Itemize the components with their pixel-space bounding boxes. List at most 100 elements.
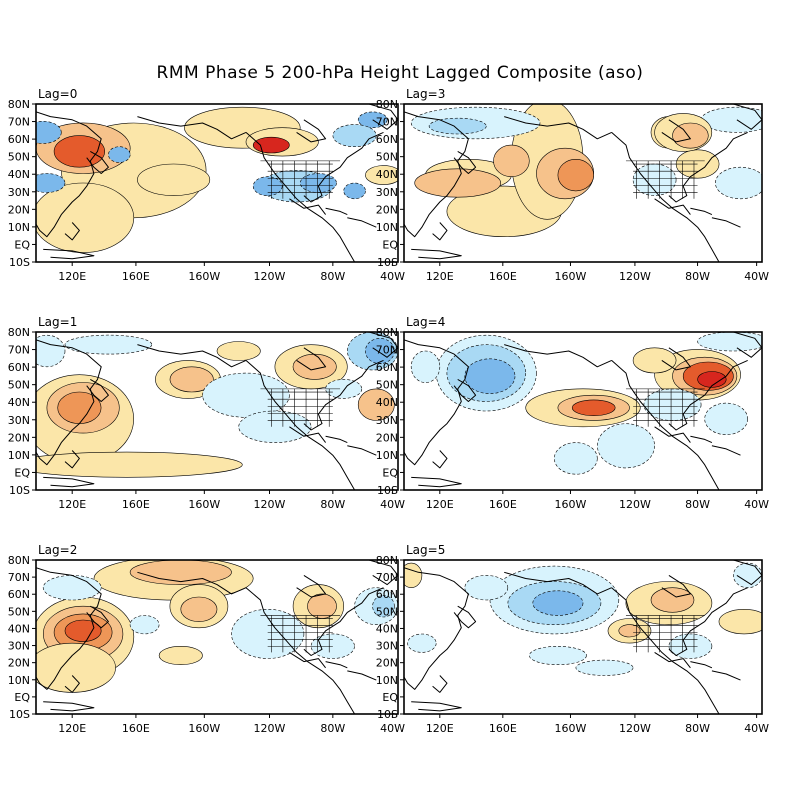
coastline: [245, 360, 356, 490]
lon-tick-label: 40W: [380, 722, 405, 735]
lat-tick-label: 10N: [376, 221, 398, 234]
lon-tick-label: 80W: [685, 270, 710, 283]
coastline: [245, 132, 356, 262]
positive-anomaly-contour: [365, 165, 398, 185]
lag-label: Lag=4: [406, 315, 445, 329]
coastline: [661, 119, 691, 143]
negative-anomaly-contour: [325, 379, 363, 399]
map-frame: [403, 103, 763, 263]
coastline: [404, 339, 469, 466]
map-panel: Lag=5 80N 70N 60N 50N 40N 30N 20N 10N EQ 10S 120E 16…: [376, 543, 769, 735]
negative-anomaly-contour: [575, 659, 634, 676]
lat-tick-label: EQ: [14, 691, 30, 704]
coastline: [504, 344, 612, 368]
lat-tick-label: 70N: [376, 116, 398, 129]
lon-tick-label: 120W: [619, 270, 651, 283]
negative-anomaly-contour: [532, 590, 584, 616]
lat-tick-label: 10N: [376, 449, 398, 462]
negative-anomaly-contour: [697, 332, 762, 352]
negative-anomaly-contour: [36, 173, 66, 193]
lat-tick-label: 80N: [376, 98, 398, 111]
coastline: [711, 670, 741, 681]
lon-tick-label: 80W: [320, 722, 345, 735]
lat-tick-label: 60N: [376, 361, 398, 374]
lat-tick-label: 40N: [376, 396, 398, 409]
lon-tick-label: 160E: [122, 270, 150, 283]
lat-tick-label: 10S: [377, 256, 398, 269]
positive-anomaly-contour: [292, 353, 337, 380]
negative-anomaly-contour: [36, 121, 62, 144]
lag-label: Lag=3: [406, 87, 445, 101]
lat-tick-label: EQ: [382, 691, 398, 704]
lat-tick-label: 60N: [376, 588, 398, 601]
coastline: [404, 567, 469, 690]
lon-tick-label: 160W: [188, 498, 220, 511]
positive-anomaly-contour: [180, 596, 218, 622]
lon-tick-label: 120W: [619, 722, 651, 735]
lat-tick-label: 40N: [8, 168, 30, 181]
lat-tick-label: 10S: [9, 484, 30, 497]
coastline: [36, 567, 102, 690]
positive-anomaly-contour: [632, 347, 677, 374]
coastline: [690, 661, 713, 669]
coastline: [137, 116, 247, 140]
coastline: [325, 207, 348, 216]
coastline: [453, 378, 477, 402]
coastline: [668, 131, 748, 203]
lat-tick-label: EQ: [14, 238, 30, 251]
positive-anomaly-contour: [252, 136, 290, 154]
positive-anomaly-contour: [307, 593, 337, 619]
coastline: [453, 150, 477, 174]
panels-container: Lag=0 80N 70N 60N 50N 40N 30N 20N 10N EQ 10S 120E 16…: [8, 87, 769, 735]
positive-anomaly-contour: [618, 624, 641, 638]
coastline: [690, 207, 713, 216]
lat-tick-label: 70N: [8, 116, 30, 129]
lat-tick-label: 70N: [8, 344, 30, 357]
lag-label: Lag=5: [406, 543, 445, 557]
lon-tick-label: 160E: [122, 498, 150, 511]
lat-tick-label: 40N: [376, 622, 398, 635]
positive-anomaly-contour: [36, 451, 243, 478]
lon-tick-label: 160W: [188, 722, 220, 735]
coastline: [668, 587, 748, 656]
lat-tick-label: 10N: [8, 221, 30, 234]
map-frame: [403, 331, 763, 491]
coastline: [325, 661, 348, 669]
lat-tick-label: 70N: [8, 571, 30, 584]
positive-anomaly-contour: [557, 159, 594, 192]
positive-anomaly-contour: [57, 391, 102, 424]
lat-tick-label: 40N: [8, 396, 30, 409]
lat-tick-label: 60N: [8, 588, 30, 601]
coastline: [611, 587, 720, 714]
coastline: [325, 435, 348, 444]
coastline: [733, 332, 762, 358]
lon-tick-label: 80W: [685, 722, 710, 735]
lat-tick-label: 40N: [376, 168, 398, 181]
coastline: [43, 701, 95, 712]
negative-anomaly-contour: [704, 402, 749, 436]
coastlines: [404, 104, 762, 262]
lat-tick-label: 80N: [8, 554, 30, 567]
coastline: [611, 360, 720, 490]
coastline: [432, 675, 448, 693]
coastlines: [36, 104, 398, 262]
positive-anomaly-contour: [697, 371, 727, 388]
lat-tick-label: 50N: [8, 379, 30, 392]
lag-label: Lag=1: [38, 315, 77, 329]
negative-anomaly-contour: [428, 117, 487, 135]
coastline: [289, 426, 326, 443]
lon-tick-label: 160W: [555, 498, 587, 511]
coastline: [303, 131, 384, 203]
coastline: [661, 574, 691, 598]
coastline: [86, 605, 109, 629]
lon-tick-label: 120W: [254, 722, 286, 735]
lon-tick-label: 160W: [188, 270, 220, 283]
coastline: [368, 104, 398, 130]
positive-anomaly-contour: [571, 399, 616, 416]
positive-anomaly-contour: [650, 587, 695, 613]
lat-tick-label: 10S: [377, 708, 398, 721]
coastline: [137, 344, 247, 368]
lat-tick-label: 30N: [8, 186, 30, 199]
coastline: [245, 587, 356, 714]
negative-anomaly-contour: [410, 350, 441, 383]
